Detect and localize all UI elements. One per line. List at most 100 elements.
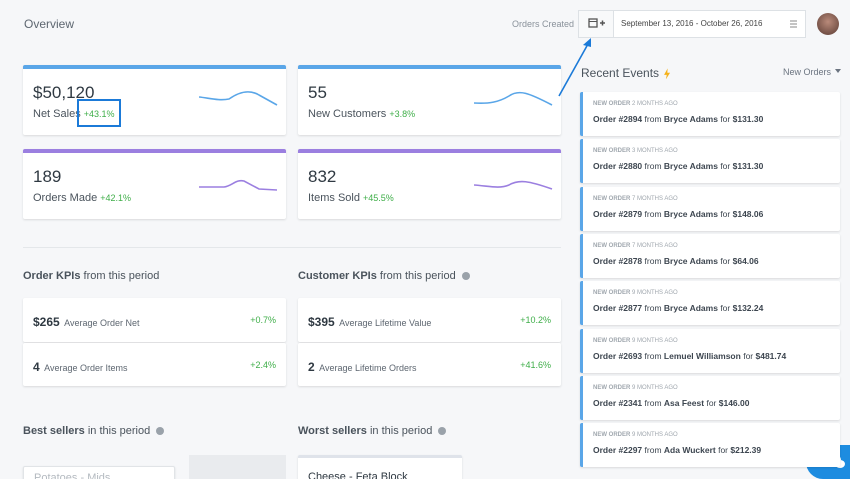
stat-value: $50,120 [33, 83, 95, 102]
event-for: for [720, 255, 731, 266]
kpi-label: Average Order Items [44, 363, 128, 373]
event-card[interactable]: NEW ORDER 9 MONTHS AGO Order #2877 from B… [580, 281, 840, 326]
event-amount: $64.06 [732, 255, 759, 266]
highlight-box [77, 99, 121, 127]
heading-rest: in this period [369, 425, 433, 437]
event-meta: NEW ORDER 7 MONTHS AGO [593, 243, 678, 249]
event-from: from [644, 303, 662, 314]
kpi-row: $395 Average Lifetime Value +10.2% [298, 298, 561, 342]
stat-text: Items Sold [308, 192, 360, 204]
kpi-left: $395 Average Lifetime Value [308, 313, 431, 331]
lightning-icon [664, 68, 671, 80]
stat-text: Orders Made [33, 192, 98, 204]
event-amount: $131.30 [732, 161, 764, 172]
kpi-value: 4 [33, 360, 40, 374]
event-kind: NEW ORDER [593, 242, 631, 249]
event-text: Order #2894 from Bryce Adams for $131.30 [593, 114, 763, 124]
event-from: from [644, 350, 662, 361]
event-kind: NEW ORDER [593, 384, 631, 391]
event-age: 9 MONTHS AGO [632, 290, 678, 297]
event-order: Order #2878 [593, 255, 643, 266]
event-card[interactable]: NEW ORDER 2 MONTHS AGO Order #2894 from B… [580, 92, 840, 136]
section-heading: Worst sellers in this period [298, 425, 447, 437]
date-picker[interactable]: September 13, 2016 - October 26, 2016 [578, 10, 806, 38]
event-text: Order #2341 from Asa Feest for $146.00 [593, 398, 749, 408]
divider [23, 247, 561, 248]
event-card[interactable]: NEW ORDER 3 MONTHS AGO Order #2880 from B… [580, 139, 840, 184]
event-amount: $132.24 [732, 303, 764, 314]
event-kind: NEW ORDER [593, 195, 631, 202]
event-amount: $212.39 [730, 445, 762, 456]
event-meta: NEW ORDER 9 MONTHS AGO [593, 290, 678, 296]
events-title-text: Recent Events [581, 66, 660, 80]
kpi-value: $395 [308, 315, 335, 329]
event-age: 9 MONTHS AGO [632, 432, 678, 439]
event-card[interactable]: NEW ORDER 9 MONTHS AGO Order #2341 from A… [580, 375, 840, 420]
event-customer: Lemuel Williamson [663, 350, 741, 361]
event-age: 7 MONTHS AGO [632, 195, 678, 202]
event-card[interactable]: NEW ORDER 9 MONTHS AGO Order #2297 from A… [580, 423, 840, 468]
info-icon [438, 427, 447, 436]
event-age: 9 MONTHS AGO [632, 337, 678, 344]
date-range: September 13, 2016 - October 26, 2016 [621, 19, 763, 28]
event-kind: NEW ORDER [593, 148, 631, 155]
event-for: for [706, 397, 717, 408]
heading-strong: Customer KPIs [298, 270, 377, 282]
filter-text: New Orders [783, 67, 832, 77]
kpi-row: 2 Average Lifetime Orders +41.6% [298, 343, 561, 386]
event-order: Order #2877 [593, 303, 643, 314]
stat-card: $50,120 Net Sales +43.1% [23, 65, 286, 135]
stat-card: 55 New Customers +3.8% [298, 65, 561, 135]
event-customer: Bryce Adams [663, 255, 718, 266]
stat-text: Net Sales [33, 108, 81, 120]
event-for: for [743, 350, 754, 361]
calendar-icon [588, 18, 605, 28]
event-card[interactable]: NEW ORDER 7 MONTHS AGO Order #2879 from B… [580, 186, 840, 231]
kpi-value: $265 [33, 315, 60, 329]
kpi-row: 4 Average Order Items +2.4% [23, 343, 286, 386]
event-from: from [644, 445, 662, 456]
event-order: Order #2297 [593, 445, 643, 456]
event-kind: NEW ORDER [593, 290, 631, 297]
event-meta: NEW ORDER 3 MONTHS AGO [593, 148, 678, 154]
event-text: Order #2297 from Ada Wuckert for $212.39 [593, 445, 761, 455]
event-from: from [644, 255, 662, 266]
event-amount: $146.00 [718, 397, 750, 408]
kpi-change: +41.6% [520, 360, 551, 370]
section-heading: Customer KPIs from this period [298, 270, 470, 282]
kpi-left: 2 Average Lifetime Orders [308, 358, 417, 376]
stat-change: +45.5% [363, 193, 394, 203]
kpi-value: 2 [308, 360, 315, 374]
heading-strong: Order KPIs [23, 270, 81, 282]
event-text: Order #2693 from Lemuel Williamson for $… [593, 351, 786, 361]
stat-card: 189 Orders Made +42.1% [23, 149, 286, 219]
event-text: Order #2880 from Bryce Adams for $131.30 [593, 161, 763, 171]
event-meta: NEW ORDER 7 MONTHS AGO [593, 196, 678, 202]
kpi-change: +10.2% [520, 315, 551, 325]
event-age: 2 MONTHS AGO [632, 101, 678, 107]
event-card[interactable]: NEW ORDER 7 MONTHS AGO Order #2878 from B… [580, 233, 840, 278]
sparkline [474, 180, 553, 190]
event-age: 3 MONTHS AGO [632, 148, 678, 155]
event-card[interactable]: NEW ORDER 9 MONTHS AGO Order #2693 from L… [580, 328, 840, 373]
info-icon [156, 427, 165, 436]
calendar-button[interactable] [579, 11, 614, 37]
event-order: Order #2693 [593, 350, 643, 361]
event-amount: $148.06 [732, 208, 764, 219]
event-customer: Asa Feest [663, 397, 705, 408]
event-meta: NEW ORDER 9 MONTHS AGO [593, 338, 678, 344]
stat-card: 832 Items Sold +45.5% [298, 149, 561, 219]
event-order: Order #2880 [593, 161, 643, 172]
caret [835, 69, 842, 76]
placeholder [189, 455, 286, 479]
event-for: for [720, 161, 731, 172]
events-title: Recent Events [581, 66, 671, 80]
event-customer: Bryce Adams [663, 161, 718, 172]
events-filter[interactable]: New Orders [783, 67, 842, 77]
avatar[interactable] [817, 13, 839, 35]
kpi-label: Average Order Net [64, 318, 140, 328]
arrow-head [583, 38, 591, 47]
seller-item: Cheese - Feta Block [298, 455, 462, 479]
